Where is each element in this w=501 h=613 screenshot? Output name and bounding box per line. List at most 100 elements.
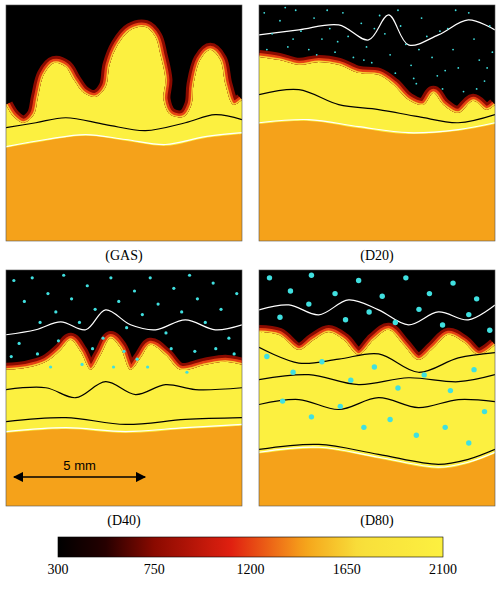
droplet: [474, 296, 479, 301]
droplet: [219, 308, 222, 311]
droplet: [295, 9, 297, 11]
droplet: [23, 300, 26, 303]
droplet: [360, 22, 362, 24]
droplet: [486, 67, 488, 69]
unburnt-region: [6, 5, 242, 123]
panel-frame: [6, 5, 242, 241]
front-band: [259, 57, 495, 113]
colorbar-tick-label: 2100: [429, 562, 457, 577]
contour-line: [259, 447, 495, 467]
droplet: [18, 342, 21, 345]
droplet: [329, 28, 331, 30]
droplet: [366, 309, 371, 314]
contour-line: [6, 310, 242, 335]
droplet: [347, 36, 349, 38]
droplet: [466, 440, 471, 445]
droplet: [196, 297, 199, 300]
droplet: [405, 43, 407, 45]
droplet: [439, 30, 441, 32]
burnt-region: [6, 270, 242, 506]
droplet: [348, 377, 353, 382]
burnt-region: [259, 270, 495, 506]
droplet: [227, 337, 230, 340]
droplet: [146, 365, 149, 368]
products-region: [6, 134, 242, 241]
droplet: [70, 297, 73, 300]
droplet: [280, 398, 285, 403]
droplet: [319, 359, 324, 364]
droplet: [416, 307, 421, 312]
droplet: [389, 54, 391, 56]
droplet: [436, 75, 438, 77]
droplet: [122, 350, 125, 353]
droplet: [300, 30, 302, 32]
droplet: [188, 274, 191, 277]
droplet: [204, 321, 207, 324]
droplet: [422, 372, 427, 377]
flame-front: [259, 330, 495, 360]
droplet: [164, 331, 167, 334]
droplet: [109, 276, 112, 279]
panel-title: (D40): [107, 513, 141, 529]
droplet: [125, 326, 128, 329]
panel: [259, 270, 495, 506]
figure: (GAS)(D20)5 mm(D40)(D80)3007501200165021…: [0, 0, 501, 613]
panel-frame: [259, 5, 495, 241]
droplet: [214, 347, 217, 350]
droplet: [380, 294, 385, 299]
droplet: [212, 282, 215, 285]
droplet: [185, 371, 188, 374]
droplet: [468, 12, 470, 14]
contour-line: [259, 300, 495, 325]
droplet: [180, 310, 183, 313]
droplet: [414, 433, 419, 438]
contour-line: [259, 444, 495, 464]
droplet: [400, 25, 402, 27]
droplet: [332, 291, 337, 296]
droplet: [54, 310, 57, 313]
droplet: [334, 51, 336, 53]
droplet: [489, 25, 491, 27]
droplet: [141, 313, 144, 316]
droplet: [136, 358, 139, 361]
front-band: [6, 338, 242, 370]
droplet: [482, 409, 487, 414]
burnt-region: [6, 5, 242, 241]
droplet: [484, 80, 486, 82]
droplet: [149, 276, 152, 279]
droplet: [57, 339, 60, 342]
droplet: [267, 275, 272, 280]
droplet: [394, 72, 396, 74]
droplet: [478, 59, 480, 61]
droplet: [342, 12, 344, 14]
droplet: [415, 83, 417, 85]
droplet: [338, 404, 343, 409]
droplet: [309, 414, 314, 419]
droplet: [379, 15, 381, 17]
front-band: [6, 27, 242, 123]
droplet: [373, 28, 375, 30]
unburnt-region: [259, 5, 495, 113]
droplet: [421, 17, 423, 19]
droplet: [10, 355, 13, 358]
droplet: [193, 350, 196, 353]
droplet: [12, 279, 15, 282]
contour-line: [259, 120, 495, 133]
droplet: [427, 291, 432, 296]
droplet: [156, 302, 159, 305]
droplet: [112, 365, 115, 368]
droplet: [62, 274, 65, 277]
droplet: [466, 312, 471, 317]
droplet: [31, 276, 34, 279]
droplet: [292, 38, 294, 40]
droplet: [172, 287, 175, 290]
front-band: [259, 330, 495, 360]
products-region: [6, 426, 242, 506]
droplet: [426, 36, 428, 38]
droplet: [363, 59, 365, 61]
front-band: [6, 27, 242, 123]
droplet: [366, 46, 368, 48]
droplet: [316, 54, 318, 56]
contour-line: [259, 398, 495, 410]
front-band: [6, 338, 242, 370]
